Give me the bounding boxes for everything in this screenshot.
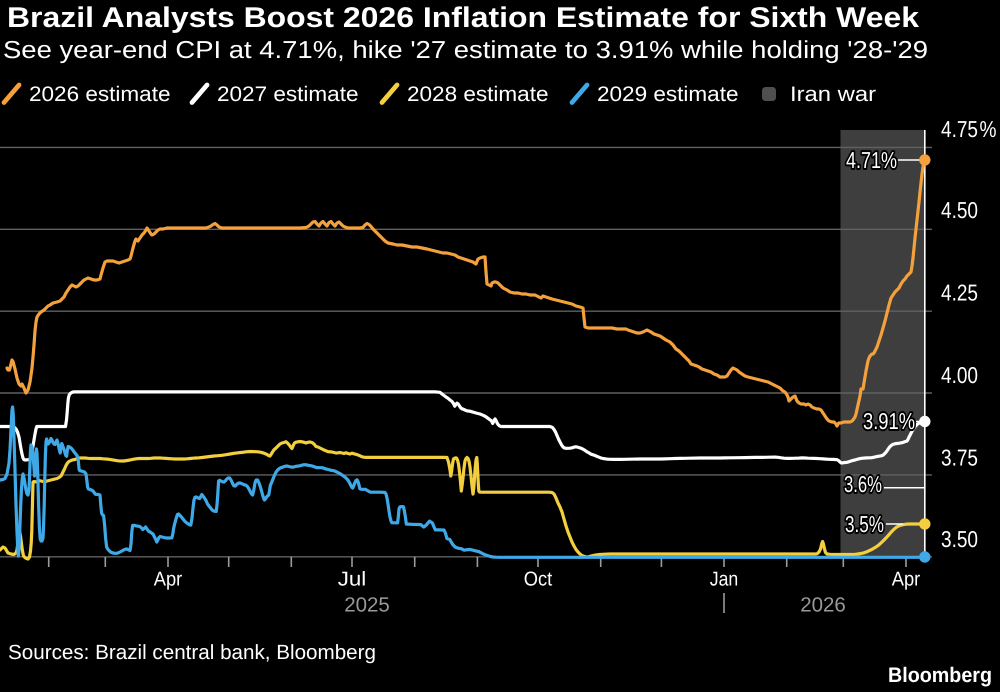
svg-text:Bloomberg: Bloomberg (888, 664, 992, 687)
svg-text:Sources: Brazil central bank,: Sources: Brazil central bank, Bloomberg (8, 641, 376, 664)
svg-text:4.50: 4.50 (941, 197, 978, 223)
svg-text:Jan: Jan (710, 569, 739, 591)
svg-text:2026 estimate: 2026 estimate (29, 83, 171, 106)
svg-text:2028 estimate: 2028 estimate (407, 83, 549, 106)
svg-text:%: % (980, 116, 997, 142)
svg-text:Oct: Oct (524, 569, 553, 591)
svg-text:3.75: 3.75 (941, 445, 978, 471)
svg-text:See year-end CPI at 4.71%, hik: See year-end CPI at 4.71%, hike '27 esti… (3, 37, 928, 64)
svg-text:3.50: 3.50 (941, 526, 978, 552)
svg-text:2026: 2026 (800, 594, 846, 617)
svg-text:4.71%: 4.71% (846, 147, 897, 173)
svg-text:2027 estimate: 2027 estimate (217, 83, 359, 106)
svg-text:3.6%: 3.6% (844, 471, 882, 497)
svg-text:4.00: 4.00 (941, 362, 978, 388)
svg-text:Jul: Jul (338, 569, 367, 591)
svg-text:Apr: Apr (154, 569, 183, 591)
svg-text:Brazil Analysts Boost 2026 Inf: Brazil Analysts Boost 2026 Inflation Est… (7, 2, 919, 34)
svg-text:4.75: 4.75 (941, 116, 978, 142)
svg-text:3.5%: 3.5% (845, 511, 884, 537)
svg-text:3.91%: 3.91% (863, 408, 915, 434)
svg-text:2029 estimate: 2029 estimate (597, 83, 739, 106)
svg-text:Iran war: Iran war (790, 83, 876, 106)
svg-text:4.25: 4.25 (941, 280, 978, 306)
svg-text:2025: 2025 (344, 594, 390, 617)
svg-text:Apr: Apr (892, 569, 921, 591)
